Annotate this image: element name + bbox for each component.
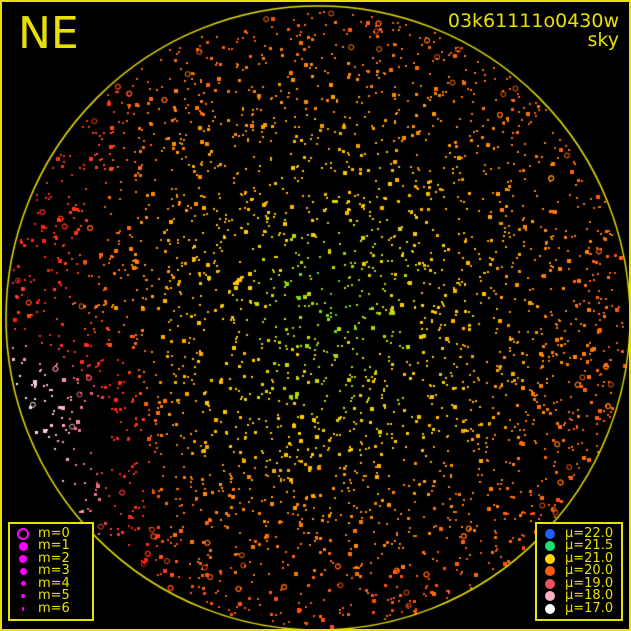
legend-label: m=2 bbox=[38, 550, 70, 566]
legend-label: μ=17.0 bbox=[565, 600, 614, 616]
legend-row: m=4 bbox=[16, 575, 86, 591]
dot-icon bbox=[20, 581, 26, 587]
orientation-label: NE bbox=[18, 8, 79, 59]
dot-icon bbox=[21, 594, 25, 599]
mode-label: sky bbox=[587, 29, 619, 51]
color-swatch-icon bbox=[545, 528, 555, 539]
dot-icon bbox=[18, 541, 28, 551]
legend-label: m=5 bbox=[38, 588, 70, 603]
color-swatch-icon bbox=[545, 578, 555, 589]
dot-icon bbox=[22, 606, 24, 611]
image-id: 03k61111o0430w bbox=[447, 10, 619, 32]
legend-label: μ=20.0 bbox=[565, 563, 614, 578]
ring-icon bbox=[17, 527, 29, 540]
color-swatch-icon bbox=[545, 603, 555, 614]
legend-row: μ=17.0 bbox=[543, 600, 615, 616]
legend-label: μ=21.0 bbox=[565, 550, 614, 566]
legend-row: μ=21.0 bbox=[543, 550, 615, 566]
legend-label: μ=21.5 bbox=[565, 538, 614, 553]
legend-row: m=2 bbox=[16, 550, 86, 566]
legend-label: m=0 bbox=[38, 525, 70, 541]
legend-label: m=4 bbox=[38, 575, 70, 591]
legend-label: m=3 bbox=[38, 563, 70, 578]
legend-label: m=6 bbox=[38, 600, 70, 616]
brightness-legend: μ=22.0 μ=21.5 μ=21.0 μ=20.0 μ=19.0 μ=18.0 μ=17… bbox=[535, 521, 623, 621]
legend-row: μ=20.0 bbox=[543, 563, 615, 578]
legend-row: μ=21.5 bbox=[543, 538, 615, 553]
legend-row: m=0 bbox=[16, 525, 86, 541]
legend-label: m=1 bbox=[38, 538, 70, 553]
header-info: 03k61111o0430w sky bbox=[448, 12, 619, 50]
legend-row: m=5 bbox=[16, 588, 86, 603]
color-swatch-icon bbox=[545, 591, 555, 602]
legend-label: μ=19.0 bbox=[565, 575, 614, 591]
dot-icon bbox=[19, 567, 27, 575]
color-swatch-icon bbox=[545, 553, 555, 564]
legend-label: μ=18.0 bbox=[565, 588, 614, 603]
color-swatch-icon bbox=[545, 566, 555, 577]
color-swatch-icon bbox=[545, 541, 555, 552]
legend-row: m=6 bbox=[16, 600, 86, 616]
magnitude-legend: m=0 m=1 m=2 m=3 m=4 m=5 m=6 bbox=[8, 521, 94, 621]
legend-row: m=1 bbox=[16, 538, 86, 553]
legend-row: μ=19.0 bbox=[543, 575, 615, 591]
dot-icon bbox=[19, 554, 27, 563]
legend-row: m=3 bbox=[16, 563, 86, 578]
legend-label: μ=22.0 bbox=[565, 525, 614, 541]
legend-row: μ=18.0 bbox=[543, 588, 615, 603]
legend-row: μ=22.0 bbox=[543, 525, 615, 541]
